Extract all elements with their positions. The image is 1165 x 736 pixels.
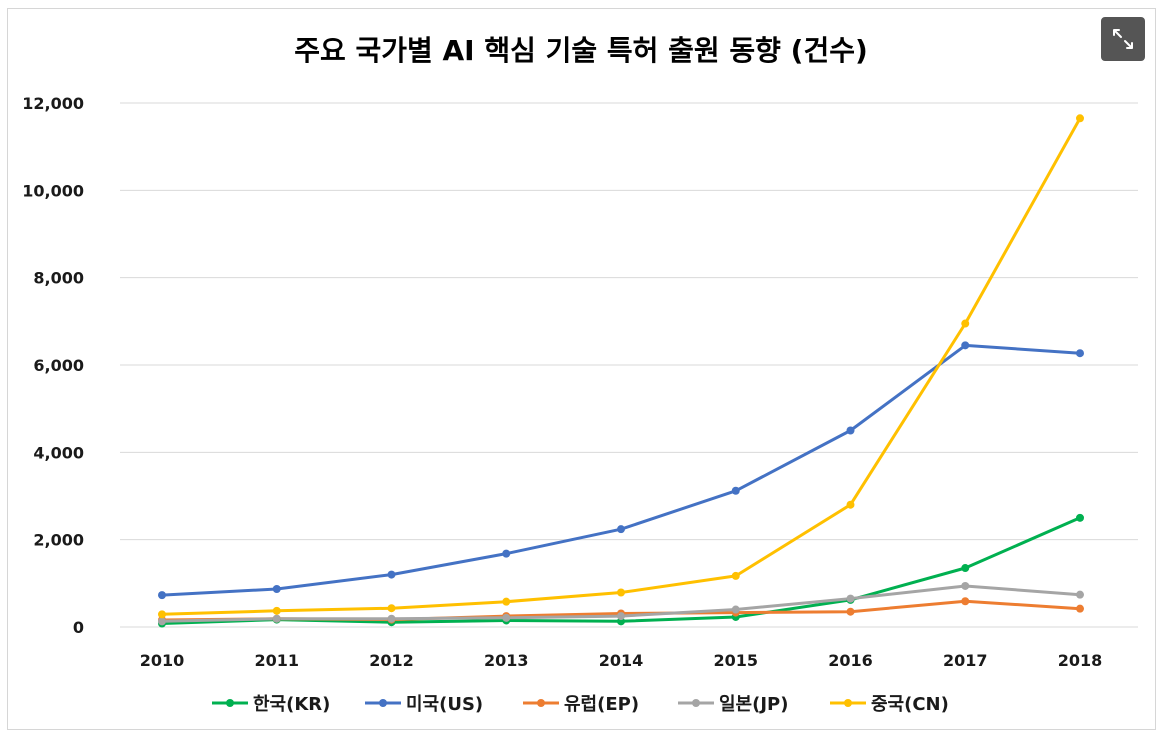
legend-label: 미국(US) bbox=[406, 694, 483, 715]
y-tick-label: 10,000 bbox=[22, 181, 84, 200]
y-axis-tick-labels: 0 2,000 4,000 6,000 8,000 10,000 12,000 bbox=[22, 94, 84, 637]
data-point bbox=[731, 571, 740, 580]
data-point bbox=[961, 319, 970, 328]
data-point bbox=[617, 612, 625, 621]
legend-item: 유럽(EP) bbox=[523, 694, 639, 715]
y-tick-label: 4,000 bbox=[33, 443, 84, 462]
data-point bbox=[961, 564, 970, 573]
legend-item: 한국(KR) bbox=[212, 694, 330, 715]
y-tick-label: 12,000 bbox=[22, 94, 84, 113]
legend-swatch-marker bbox=[379, 699, 387, 707]
x-tick-label: 2016 bbox=[828, 651, 873, 670]
x-tick-label: 2015 bbox=[713, 651, 758, 670]
legend-item: 중국(CN) bbox=[830, 694, 949, 715]
data-point bbox=[158, 617, 166, 626]
x-tick-label: 2010 bbox=[140, 651, 185, 670]
data-point bbox=[617, 525, 625, 534]
data-point bbox=[502, 613, 511, 622]
x-tick-label: 2013 bbox=[484, 651, 529, 670]
legend-label: 한국(KR) bbox=[253, 694, 330, 715]
data-point bbox=[731, 605, 740, 614]
data-point bbox=[846, 426, 855, 435]
legend-swatch-marker bbox=[692, 699, 700, 707]
series-line bbox=[161, 516, 1081, 625]
series-line bbox=[161, 343, 1081, 597]
data-point bbox=[272, 614, 281, 623]
data-point bbox=[387, 614, 396, 623]
data-point bbox=[272, 585, 281, 594]
data-point bbox=[1076, 604, 1084, 613]
y-tick-label: 0 bbox=[73, 618, 84, 637]
data-point bbox=[1076, 349, 1084, 358]
legend-swatch-marker bbox=[844, 699, 852, 707]
data-point bbox=[961, 597, 970, 606]
legend: 한국(KR) 미국(US) 유럽(EP) 일본(JP) 중국(CN) bbox=[212, 694, 949, 715]
series-lines bbox=[161, 117, 1082, 625]
data-point bbox=[502, 597, 511, 606]
data-point bbox=[158, 610, 166, 619]
chart-frame bbox=[7, 8, 1156, 730]
data-point bbox=[846, 594, 855, 603]
series-points bbox=[158, 114, 1084, 628]
data-point bbox=[158, 591, 166, 600]
data-point bbox=[846, 500, 855, 509]
y-tick-label: 6,000 bbox=[33, 356, 84, 375]
y-tick-label: 2,000 bbox=[33, 531, 84, 550]
data-point bbox=[502, 549, 511, 558]
legend-item: 미국(US) bbox=[365, 694, 483, 715]
x-axis-tick-labels: 2010 2011 2012 2013 2014 2015 2016 2017 2018 bbox=[140, 651, 1103, 670]
data-point bbox=[387, 570, 396, 579]
legend-label: 중국(CN) bbox=[871, 694, 949, 715]
data-point bbox=[961, 341, 970, 350]
data-point bbox=[1076, 513, 1084, 522]
data-point bbox=[1076, 590, 1084, 599]
data-point bbox=[961, 581, 970, 590]
data-point bbox=[617, 588, 625, 597]
data-point bbox=[846, 607, 855, 616]
data-point bbox=[387, 604, 396, 613]
data-point bbox=[272, 606, 281, 615]
x-tick-label: 2018 bbox=[1058, 651, 1103, 670]
data-point bbox=[1076, 114, 1084, 123]
x-tick-label: 2017 bbox=[943, 651, 988, 670]
legend-swatch-marker bbox=[226, 699, 234, 707]
chart-title: 주요 국가별 AI 핵심 기술 특허 출원 동향 (건수) bbox=[294, 34, 868, 67]
y-tick-label: 8,000 bbox=[33, 269, 84, 288]
x-tick-label: 2014 bbox=[599, 651, 644, 670]
expand-arrows-icon bbox=[1113, 29, 1133, 49]
x-tick-label: 2011 bbox=[254, 651, 299, 670]
legend-label: 유럽(EP) bbox=[564, 694, 639, 715]
legend-item: 일본(JP) bbox=[678, 694, 788, 715]
gridlines bbox=[120, 102, 1138, 628]
legend-swatch-marker bbox=[537, 699, 545, 707]
x-tick-label: 2012 bbox=[369, 651, 414, 670]
legend-label: 일본(JP) bbox=[719, 694, 788, 715]
expand-button[interactable] bbox=[1101, 17, 1145, 61]
data-point bbox=[731, 486, 740, 495]
